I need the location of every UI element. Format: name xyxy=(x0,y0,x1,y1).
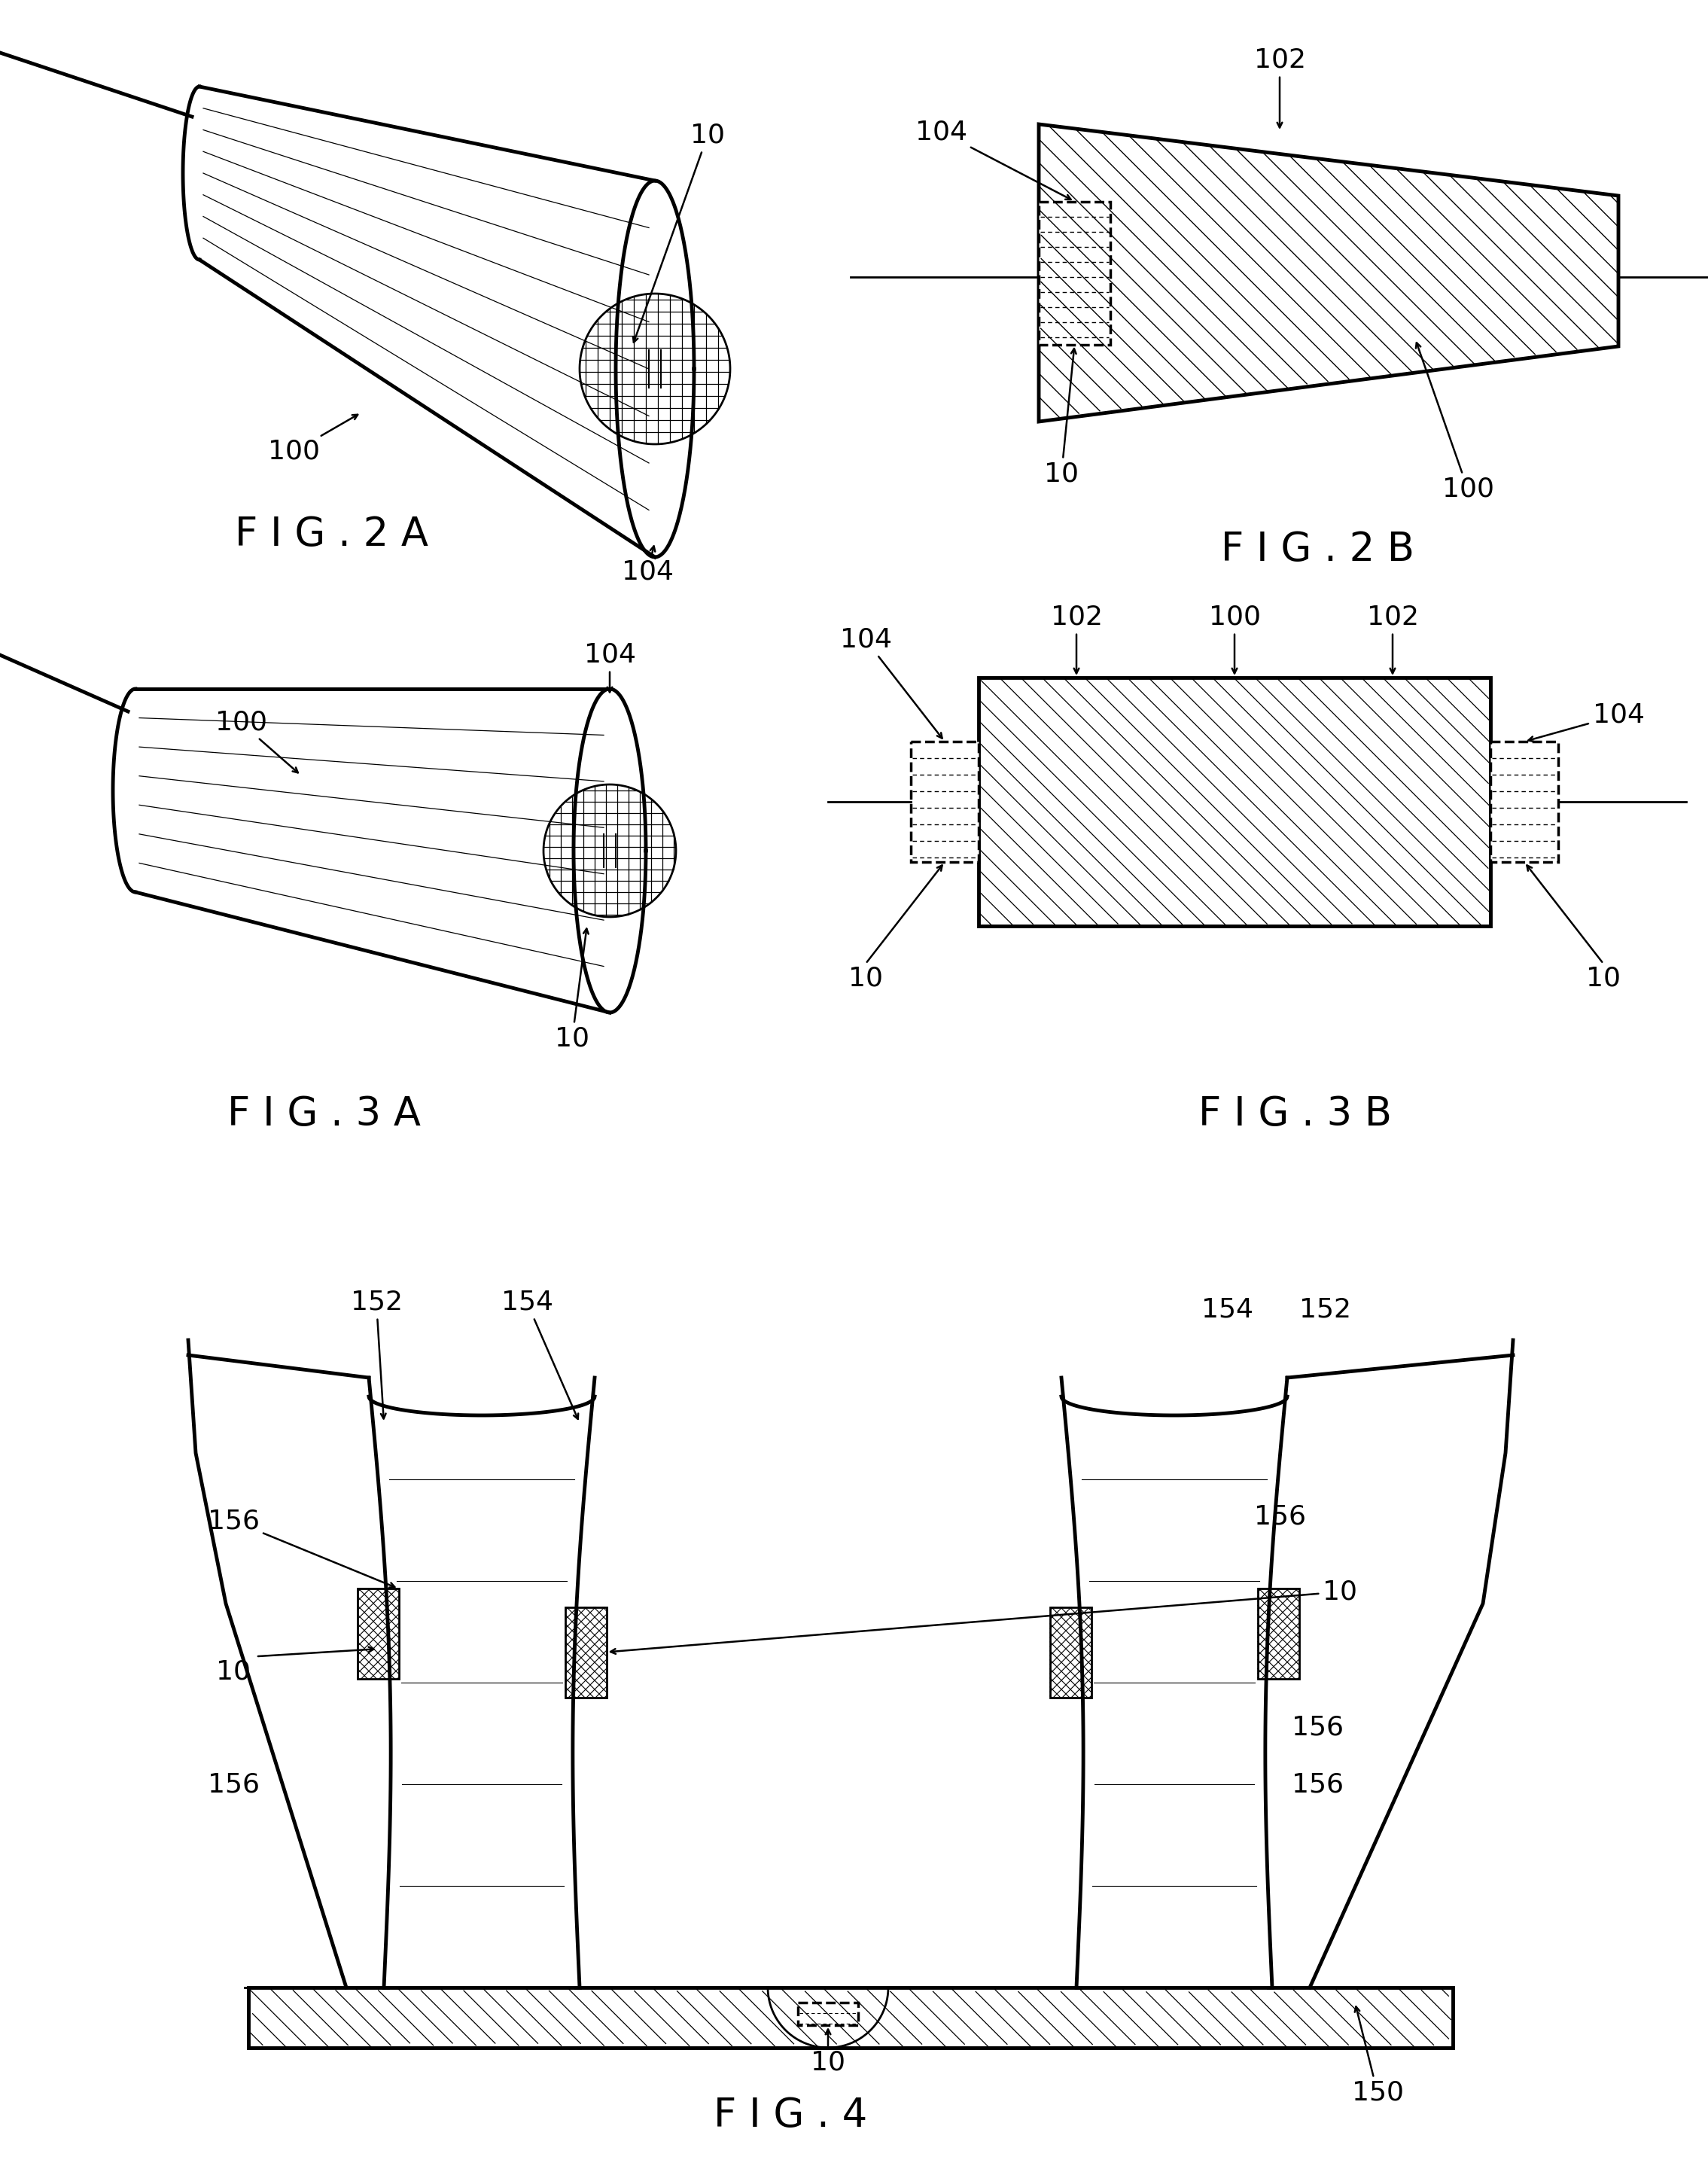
Text: 156: 156 xyxy=(1291,1714,1342,1740)
Text: 100: 100 xyxy=(1416,342,1494,502)
Text: 152: 152 xyxy=(1298,1298,1351,1322)
Bar xyxy=(910,742,979,861)
Text: 154: 154 xyxy=(1201,1298,1254,1322)
Text: 102: 102 xyxy=(1254,48,1305,126)
Bar xyxy=(1491,742,1558,861)
Text: F I G . 3 B: F I G . 3 B xyxy=(1197,1095,1392,1134)
Polygon shape xyxy=(248,1987,1454,2048)
Text: 104: 104 xyxy=(1529,702,1645,742)
Text: F I G . 4: F I G . 4 xyxy=(714,2096,868,2135)
Text: 156: 156 xyxy=(1254,1505,1305,1529)
Text: 156: 156 xyxy=(207,1771,260,1797)
Text: 104: 104 xyxy=(584,641,635,691)
Polygon shape xyxy=(1038,124,1619,421)
Text: 100: 100 xyxy=(215,711,297,772)
Bar xyxy=(1038,201,1110,345)
Text: F I G . 2 B: F I G . 2 B xyxy=(1221,530,1414,569)
Bar xyxy=(1257,1588,1298,1679)
Text: 10: 10 xyxy=(215,1660,251,1684)
Text: F I G . 3 A: F I G . 3 A xyxy=(227,1095,420,1134)
Text: 10: 10 xyxy=(555,929,589,1051)
Text: 100: 100 xyxy=(268,414,357,465)
Text: 100: 100 xyxy=(1209,604,1261,674)
Bar xyxy=(1050,1607,1091,1697)
Text: 156: 156 xyxy=(1291,1771,1342,1797)
Text: 102: 102 xyxy=(1050,604,1102,674)
Text: 102: 102 xyxy=(1366,604,1419,674)
Text: 10: 10 xyxy=(849,966,883,992)
Text: 10: 10 xyxy=(1044,349,1079,486)
Text: 104: 104 xyxy=(840,628,943,737)
Text: F I G . 2 A: F I G . 2 A xyxy=(234,515,429,554)
Text: 10: 10 xyxy=(811,2028,845,2076)
Polygon shape xyxy=(979,678,1491,927)
Text: 156: 156 xyxy=(207,1507,395,1588)
Text: 10: 10 xyxy=(634,122,724,342)
Text: 104: 104 xyxy=(622,545,673,585)
Text: 104: 104 xyxy=(915,120,1071,198)
Text: 152: 152 xyxy=(350,1289,403,1418)
Text: 150: 150 xyxy=(1351,2007,1404,2105)
Bar xyxy=(357,1588,398,1679)
Bar xyxy=(565,1607,606,1697)
Bar xyxy=(798,2002,857,2026)
Text: 10: 10 xyxy=(610,1579,1358,1653)
Text: 10: 10 xyxy=(1587,966,1621,992)
Text: 154: 154 xyxy=(500,1289,579,1420)
